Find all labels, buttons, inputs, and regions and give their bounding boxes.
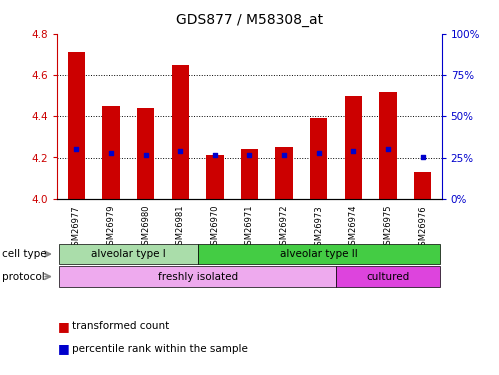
- Point: [384, 146, 392, 152]
- Text: protocol: protocol: [2, 272, 45, 282]
- Text: alveolar type I: alveolar type I: [91, 249, 166, 259]
- Text: transformed count: transformed count: [72, 321, 170, 331]
- Point: [107, 150, 115, 156]
- Bar: [275, 147, 293, 199]
- Point: [246, 152, 253, 158]
- Bar: [379, 92, 397, 199]
- Point: [142, 152, 150, 158]
- Text: ■: ■: [57, 320, 69, 333]
- Point: [176, 148, 184, 154]
- Text: freshly isolated: freshly isolated: [158, 272, 238, 282]
- Bar: [310, 118, 327, 199]
- Bar: [137, 108, 154, 199]
- Text: cultured: cultured: [366, 272, 410, 282]
- Text: alveolar type II: alveolar type II: [280, 249, 358, 259]
- Point: [211, 152, 219, 158]
- Bar: [206, 155, 224, 199]
- Bar: [68, 53, 85, 199]
- Text: GDS877 / M58308_at: GDS877 / M58308_at: [176, 13, 323, 27]
- Bar: [414, 172, 431, 199]
- Bar: [102, 106, 120, 199]
- Point: [419, 154, 427, 160]
- Point: [72, 146, 80, 152]
- Bar: [172, 64, 189, 199]
- Text: cell type: cell type: [2, 249, 47, 259]
- Point: [315, 150, 323, 156]
- Point: [280, 152, 288, 158]
- Text: percentile rank within the sample: percentile rank within the sample: [72, 344, 248, 354]
- Text: ■: ■: [57, 342, 69, 355]
- Bar: [345, 96, 362, 199]
- Bar: [241, 149, 258, 199]
- Point: [349, 148, 357, 154]
